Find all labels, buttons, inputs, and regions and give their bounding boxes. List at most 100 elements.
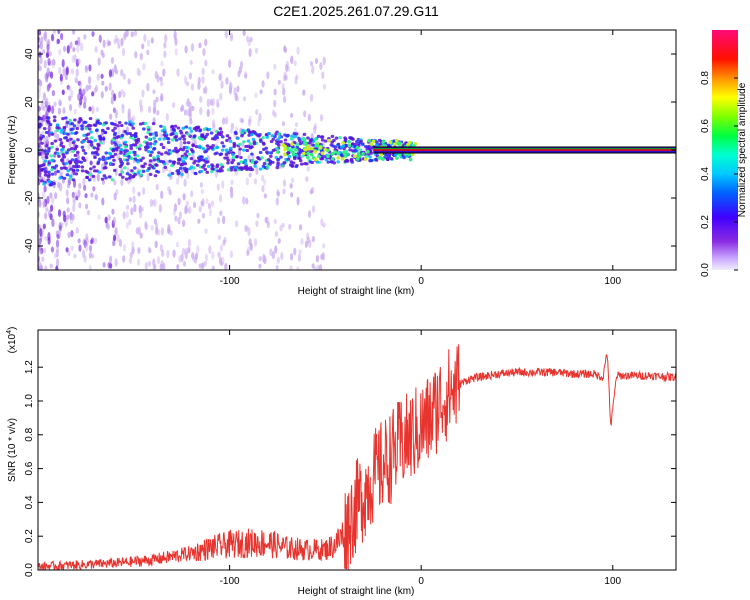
spectrogram-x-ticks: -100 0 100: [220, 30, 622, 287]
heatmap-cell: [310, 146, 314, 151]
heatmap-cell: [254, 92, 258, 99]
heatmap-cell: [182, 260, 187, 267]
heatmap-cell: [266, 221, 270, 229]
heatmap-cell: [260, 156, 264, 160]
heatmap-cell: [188, 101, 192, 111]
heatmap-cell: [94, 46, 98, 53]
heatmap-cell: [72, 30, 76, 35]
heatmap-cell: [113, 192, 117, 201]
heatmap-cell: [336, 151, 341, 156]
heatmap-cell: [258, 150, 263, 155]
heatmap-cell: [271, 251, 275, 260]
heatmap-cell: [285, 63, 289, 73]
heatmap-cell: [50, 59, 54, 66]
heatmap-cell: [141, 43, 145, 50]
heatmap-cell: [52, 166, 57, 170]
heatmap-cell: [169, 132, 173, 137]
heatmap-cell: [162, 162, 167, 166]
heatmap-cell: [188, 72, 193, 80]
heatmap-cell: [119, 151, 123, 155]
heatmap-cell: [44, 73, 48, 80]
heatmap-cell: [68, 95, 72, 102]
heatmap-cell: [67, 231, 71, 239]
heatmap-cell: [46, 195, 50, 205]
heatmap-cell: [308, 138, 313, 143]
heatmap-cell: [98, 141, 103, 145]
heatmap-cell: [112, 93, 117, 102]
heatmap-cell: [154, 131, 158, 135]
heatmap-cell: [38, 30, 42, 36]
heatmap-cell: [282, 179, 287, 187]
heatmap-cell: [122, 255, 126, 263]
heatmap-cell: [40, 36, 44, 43]
heatmap-cell: [283, 45, 287, 53]
heatmap-cell: [307, 113, 311, 122]
heatmap-cell: [289, 265, 293, 270]
heatmap-cell: [145, 143, 150, 147]
heatmap-cell: [127, 108, 131, 117]
heatmap-cell: [91, 105, 95, 115]
heatmap-cell: [138, 204, 142, 214]
heatmap-cell: [109, 121, 114, 125]
heatmap-cell: [113, 64, 117, 73]
heatmap-cell: [273, 135, 277, 139]
heatmap-cell: [243, 161, 248, 166]
heatmap-cell: [101, 158, 106, 162]
heatmap-cell: [274, 132, 278, 136]
heatmap-cell: [231, 158, 236, 162]
snr-x-ticks: -100 0 100: [220, 330, 622, 587]
heatmap-cell: [384, 153, 389, 157]
heatmap-cell: [250, 160, 255, 164]
heatmap-cell: [341, 141, 346, 145]
heatmap-cell: [109, 113, 113, 120]
heatmap-cell: [276, 191, 280, 197]
heatmap-cell: [84, 65, 88, 71]
heatmap-cell: [248, 142, 253, 146]
heatmap-cell: [265, 150, 269, 154]
heatmap-cell: [212, 119, 216, 128]
heatmap-cell: [364, 154, 369, 158]
heatmap-cell: [209, 98, 213, 106]
heatmap-cell: [162, 68, 166, 77]
heatmap-cell: [347, 140, 351, 144]
heatmap-cell: [39, 264, 44, 270]
heatmap-cell: [46, 149, 51, 153]
heatmap-cell: [204, 149, 209, 153]
heatmap-cell: [230, 122, 235, 131]
heatmap-cell: [146, 130, 150, 135]
heatmap-cell: [237, 142, 242, 146]
heatmap-cell: [353, 154, 357, 159]
heatmap-cell: [202, 163, 207, 167]
heatmap-cell: [395, 156, 399, 160]
heatmap-cell: [320, 138, 325, 142]
heatmap-cell: [123, 31, 127, 39]
heatmap-cell: [156, 154, 160, 158]
heatmap-cell: [198, 129, 202, 133]
spectrogram-y-tick-label: 0: [24, 147, 35, 153]
heatmap-cell: [258, 263, 262, 269]
heatmap-cell: [40, 141, 44, 145]
heatmap-cell: [159, 76, 163, 82]
heatmap-cell: [172, 249, 176, 258]
heatmap-cell: [173, 203, 178, 212]
heatmap-cell: [84, 86, 88, 94]
snr-multiplier-close: ): [7, 327, 18, 330]
heatmap-cell: [235, 220, 239, 228]
heatmap-cell: [146, 49, 150, 56]
heatmap-cell: [154, 133, 159, 137]
heatmap-cell: [148, 153, 153, 157]
heatmap-cell: [201, 75, 205, 84]
heatmap-cell: [190, 83, 195, 91]
heatmap-cell: [42, 190, 46, 199]
heatmap-cell: [125, 172, 130, 176]
heatmap-cell: [311, 263, 315, 269]
heatmap-cell: [298, 224, 303, 231]
heatmap-cell: [117, 43, 121, 49]
heatmap-cell: [101, 137, 106, 141]
heatmap-cell: [47, 179, 51, 184]
heatmap-cell: [187, 246, 191, 254]
heatmap-cell: [318, 145, 323, 149]
snr-x-tick-label: -100: [220, 576, 240, 587]
heatmap-cell: [320, 218, 324, 226]
heatmap-cell: [319, 113, 324, 122]
